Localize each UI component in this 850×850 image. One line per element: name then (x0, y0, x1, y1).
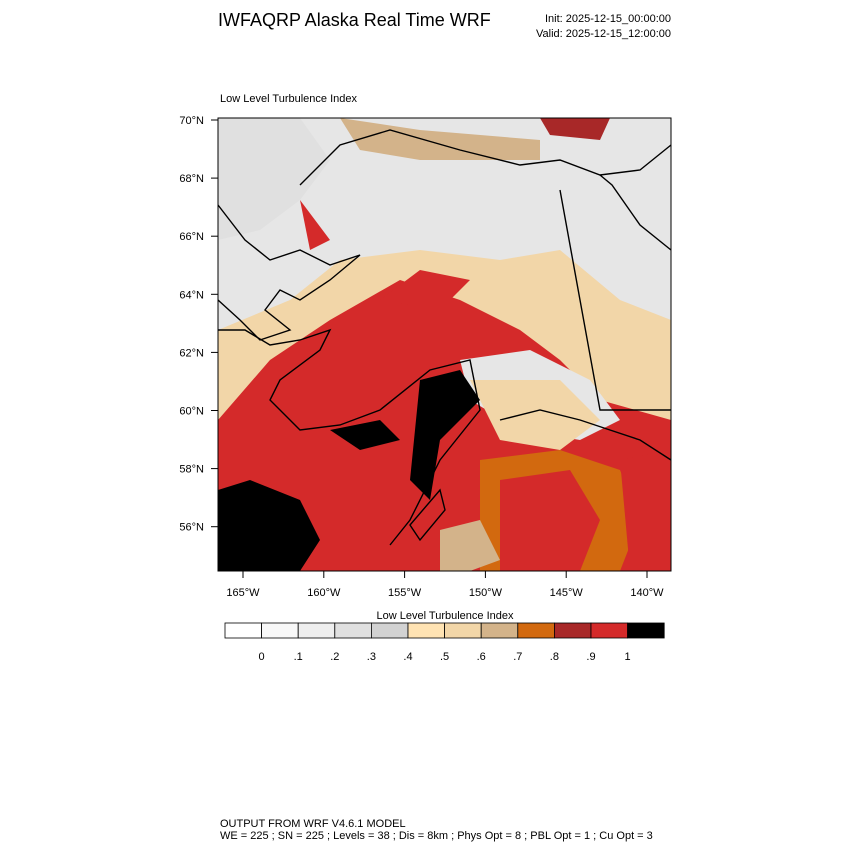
colorbar-label: 0 (259, 651, 265, 663)
lat-label: 64°N (179, 289, 204, 301)
lat-label: 56°N (179, 522, 204, 534)
colorbar-label: .5 (440, 651, 449, 663)
colorbar-box (334, 622, 372, 639)
colorbar-box (590, 622, 628, 639)
map-field (218, 118, 671, 571)
colorbar-label: .3 (367, 651, 376, 663)
colorbar-box (224, 622, 262, 639)
colorbar-label: .9 (586, 651, 595, 663)
title: IWFAQRP Alaska Real Time WRF (218, 10, 491, 30)
colorbar-box (627, 622, 665, 639)
map-frame (217, 117, 672, 572)
colorbar-label: .6 (477, 651, 486, 663)
lon-label: 160°W (307, 587, 341, 599)
colorbar-box (554, 622, 592, 639)
colorbar-box (370, 622, 409, 639)
valid-time: Valid: 2025-12-15_12:00:00 (536, 28, 671, 40)
colorbar-box (261, 622, 299, 639)
colorbar-box (407, 622, 445, 639)
footer-line: WE = 225 ; SN = 225 ; Levels = 38 ; Dis … (220, 830, 653, 842)
coastlines (217, 129, 672, 546)
colorbar-box (480, 622, 519, 639)
init-time: Init: 2025-12-15_00:00:00 (545, 13, 671, 25)
lon-label: 165°W (226, 587, 260, 599)
colorbar-box (444, 622, 482, 639)
lat-label: 68°N (179, 173, 204, 185)
footer-line: OUTPUT FROM WRF V4.6.1 MODEL (220, 818, 406, 830)
colorbar-title: Low Level Turbulence Index (377, 610, 514, 622)
lat-label: 58°N (179, 464, 204, 476)
colorbar-label: .2 (330, 651, 339, 663)
colorbar-label: .4 (403, 651, 412, 663)
colorbar-label: 1 (625, 651, 631, 663)
lat-label: 62°N (179, 347, 204, 359)
lon-label: 140°W (630, 587, 664, 599)
colorbar-label: .1 (294, 651, 303, 663)
colorbar-box (297, 622, 336, 639)
colorbar-label: .8 (550, 651, 559, 663)
map-title: Low Level Turbulence Index (220, 93, 357, 105)
lat-label: 66°N (179, 231, 204, 243)
lat-label: 60°N (179, 406, 204, 418)
colorbar-label: .7 (513, 651, 522, 663)
lon-label: 145°W (550, 587, 584, 599)
lat-label: 70°N (179, 115, 204, 127)
lon-label: 150°W (469, 587, 503, 599)
lon-label: 155°W (388, 587, 422, 599)
colorbar-box (517, 622, 555, 639)
